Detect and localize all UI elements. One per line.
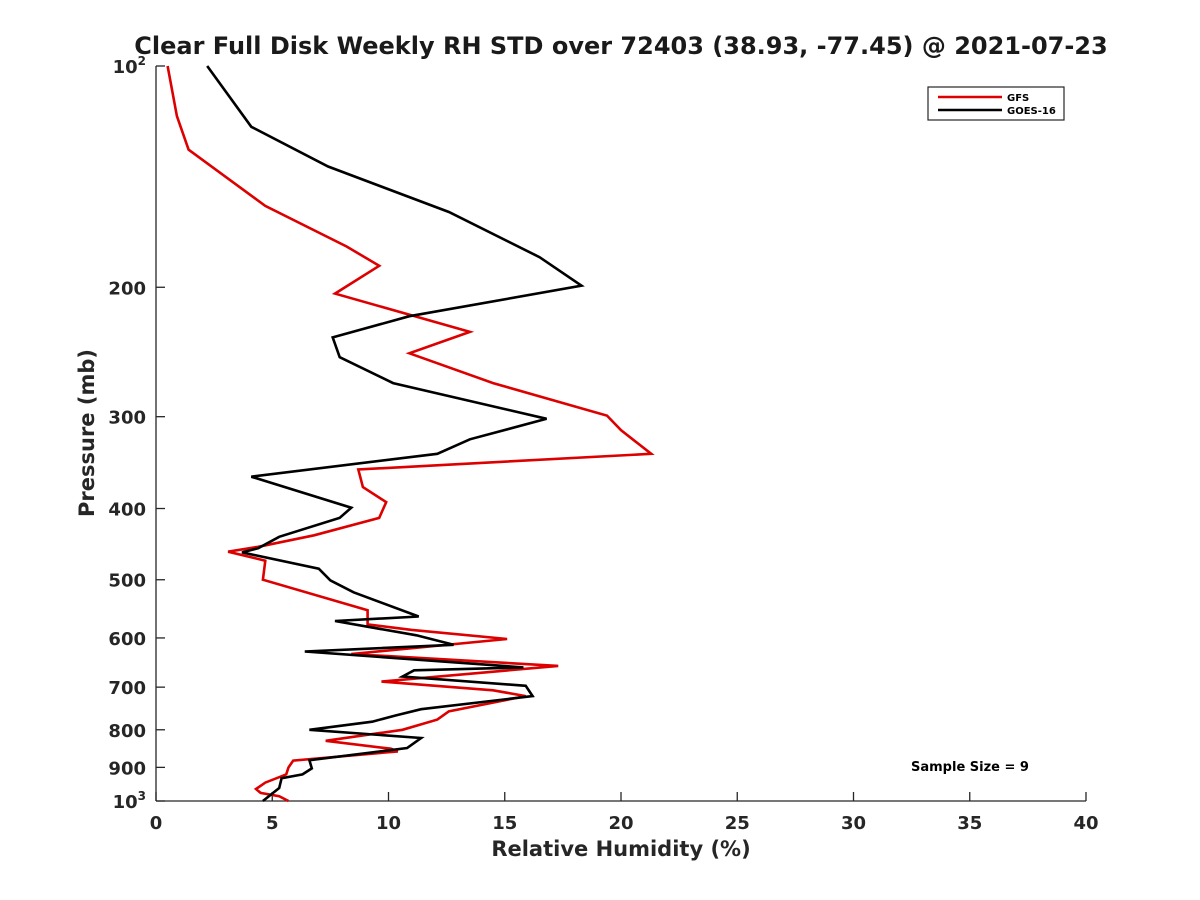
x-axis-label: Relative Humidity (%): [491, 837, 750, 861]
y-tick-label: 200: [108, 278, 146, 299]
y-tick-label: 103: [113, 789, 146, 813]
x-tick-label: 5: [266, 813, 279, 834]
y-axis-label: Pressure (mb): [75, 349, 99, 517]
plot-area: [155, 66, 1086, 802]
series-line-goes16: [206, 65, 585, 803]
y-tick-label: 600: [108, 629, 146, 650]
x-tick-label: 0: [150, 813, 163, 834]
x-tick-label: 25: [725, 813, 750, 834]
series-layer: [166, 65, 655, 803]
y-tick-label: 800: [108, 721, 146, 742]
legend: GFS GOES-16: [927, 86, 1065, 121]
x-tick-label: 30: [841, 813, 866, 834]
x-tick-label: 15: [492, 813, 517, 834]
y-tick-label: 300: [108, 408, 146, 429]
x-tick-label: 40: [1073, 813, 1098, 834]
y-tick-label: 700: [108, 678, 146, 699]
x-tick-label: 10: [376, 813, 401, 834]
series-line-gfs: [166, 65, 655, 803]
legend-label-goes16: GOES-16: [1007, 106, 1056, 117]
y-tick-label: 900: [108, 758, 146, 779]
x-tick-label: 35: [957, 813, 982, 834]
y-tick-label: 400: [108, 500, 146, 521]
y-tick-label: 102: [113, 54, 146, 78]
legend-box: [927, 86, 1065, 121]
legend-label-gfs: GFS: [1007, 93, 1029, 104]
y-tick-label: 500: [108, 571, 146, 592]
y-axis-ticks: 102 200 300 400 500 600 700 800 900 103: [108, 54, 165, 813]
x-tick-label: 20: [608, 813, 633, 834]
chart-title: Clear Full Disk Weekly RH STD over 72403…: [134, 32, 1107, 60]
x-axis-ticks: 0 5 10 15 20 25 30 35 40: [150, 792, 1099, 834]
sample-size-annotation: Sample Size = 9: [911, 760, 1029, 775]
